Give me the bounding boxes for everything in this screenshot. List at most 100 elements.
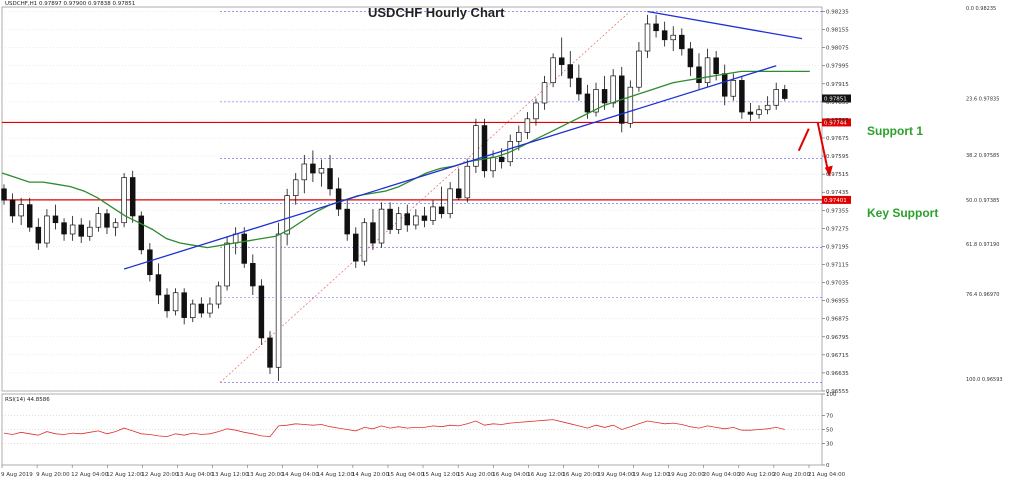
candle-bear xyxy=(327,168,333,190)
support-price-tag xyxy=(822,118,851,127)
trendline xyxy=(123,65,777,270)
annotation-key-support: Key Support xyxy=(867,206,938,220)
support-price-tag xyxy=(822,195,851,204)
fib-level-label: 76.4 0.96970 xyxy=(966,292,999,298)
y-tick-label: 0.96955 xyxy=(826,299,849,305)
rsi-tick-label: 100 xyxy=(826,392,837,398)
x-tick-label: 15 Aug 12:00 xyxy=(422,472,460,478)
candle-bear xyxy=(52,215,59,224)
candle-bear xyxy=(1,188,7,201)
candlesticks xyxy=(1,14,788,381)
candle-bear xyxy=(696,66,702,84)
candle-bull xyxy=(87,226,93,237)
candle-bear xyxy=(267,337,273,368)
candle-bear xyxy=(558,57,565,65)
ma-line xyxy=(1,70,810,249)
y-tick-label: 0.96795 xyxy=(826,335,849,341)
candle-bear xyxy=(155,274,162,296)
y-tick-label: 0.97675 xyxy=(826,136,849,142)
candle-bull xyxy=(215,285,222,305)
y-tick-label: 0.97115 xyxy=(826,263,849,269)
forecast-arrow-head xyxy=(824,165,833,177)
current-price-tag xyxy=(822,94,851,103)
y-tick-label: 0.97195 xyxy=(826,244,849,250)
x-tick-label: 15 Aug 04:00 xyxy=(387,472,425,478)
trendlines xyxy=(123,10,803,270)
candle-bull xyxy=(284,195,290,235)
candle-bull xyxy=(593,89,599,113)
y-tick-label: 0.96635 xyxy=(826,371,849,377)
y-tick-label: 0.97035 xyxy=(826,281,849,287)
y-tick-label: 0.97995 xyxy=(826,64,849,70)
candle-bull xyxy=(44,215,50,244)
rsi-tick-label: 0 xyxy=(826,463,830,469)
x-tick-label: 19 Aug 04:00 xyxy=(597,472,635,478)
candle-bear xyxy=(344,208,350,235)
candle-bear xyxy=(310,163,316,174)
fib-level-label: 61.8 0.97190 xyxy=(966,242,999,248)
candle-bull xyxy=(524,118,531,133)
x-tick-label: 9 Aug 2019 xyxy=(1,472,33,478)
x-tick-label: 19 Aug 20:00 xyxy=(668,472,706,478)
candle-bear xyxy=(258,285,265,339)
support-price-label: 0.97401 xyxy=(824,198,847,204)
fib-level-label: 38.2 0.97585 xyxy=(966,153,999,159)
rsi-tick-label: 70 xyxy=(826,413,833,419)
x-tick-label: 16 Aug 04:00 xyxy=(492,472,530,478)
candle-bear xyxy=(147,249,153,276)
x-tick-label: 12 Aug 04:00 xyxy=(71,472,109,478)
rsi-tick-label: 30 xyxy=(826,442,833,448)
candle-bear xyxy=(498,156,505,163)
candle-bear xyxy=(567,64,574,79)
candle-bull xyxy=(224,242,230,287)
candle-bear xyxy=(661,30,668,41)
candle-bull xyxy=(670,34,676,41)
candle-bull xyxy=(764,104,771,111)
price-axis: 0.98235 0.98155 0.98075 0.97995 0.97915 0.978… xyxy=(822,10,849,395)
candle-bull xyxy=(430,206,436,221)
fib-level-label: 100.0 0.96593 xyxy=(966,377,1003,383)
y-tick-label: 0.96555 xyxy=(826,389,849,395)
candle-bull xyxy=(112,222,119,228)
candle-bear xyxy=(404,213,411,226)
candle-bear xyxy=(35,226,42,244)
candle-bear xyxy=(421,215,428,221)
candle-bear xyxy=(782,89,788,99)
candle-bear xyxy=(181,292,187,318)
y-tick-label: 0.97595 xyxy=(826,154,849,160)
candle-bear xyxy=(129,177,136,217)
candle-bear xyxy=(370,222,376,244)
candle-bear xyxy=(138,215,145,251)
forecast-upswing xyxy=(797,128,810,152)
x-tick-label: 14 Aug 20:00 xyxy=(352,472,390,478)
candle-bull xyxy=(69,224,76,235)
y-tick-label: 0.97755 xyxy=(826,118,849,124)
x-tick-label: 12 Aug 12:00 xyxy=(106,472,144,478)
x-tick-label: 15 Aug 20:00 xyxy=(457,472,495,478)
candle-bull xyxy=(207,303,213,314)
candle-bull xyxy=(301,163,308,181)
candle-bear xyxy=(78,224,84,237)
x-tick-label: 16 Aug 12:00 xyxy=(527,472,565,478)
fib-level-label: 0.0 0.98235 xyxy=(966,6,996,12)
candle-bull xyxy=(644,23,651,52)
candle-bull xyxy=(704,57,711,84)
candle-bull xyxy=(773,89,779,106)
candle-bear xyxy=(353,233,359,262)
y-tick-label: 0.97275 xyxy=(826,226,849,232)
x-tick-label: 13 Aug 20:00 xyxy=(247,472,285,478)
candle-bull xyxy=(172,292,179,312)
chart-title: USDCHF Hourly Chart xyxy=(368,5,505,20)
candle-bull xyxy=(361,222,368,262)
candle-bear xyxy=(241,233,247,264)
candle-bull xyxy=(473,125,479,167)
support-lines: 0.97744 0.97401 0.97851 xyxy=(2,94,851,204)
candle-bull xyxy=(190,303,196,318)
candle-bear xyxy=(250,263,256,287)
forecast-down-arrow xyxy=(816,122,830,175)
rsi-panel: 100 70 50 30 0 xyxy=(2,392,837,469)
candle-bear xyxy=(601,89,608,104)
candle-bear xyxy=(455,188,462,199)
candle-bull xyxy=(627,86,634,124)
